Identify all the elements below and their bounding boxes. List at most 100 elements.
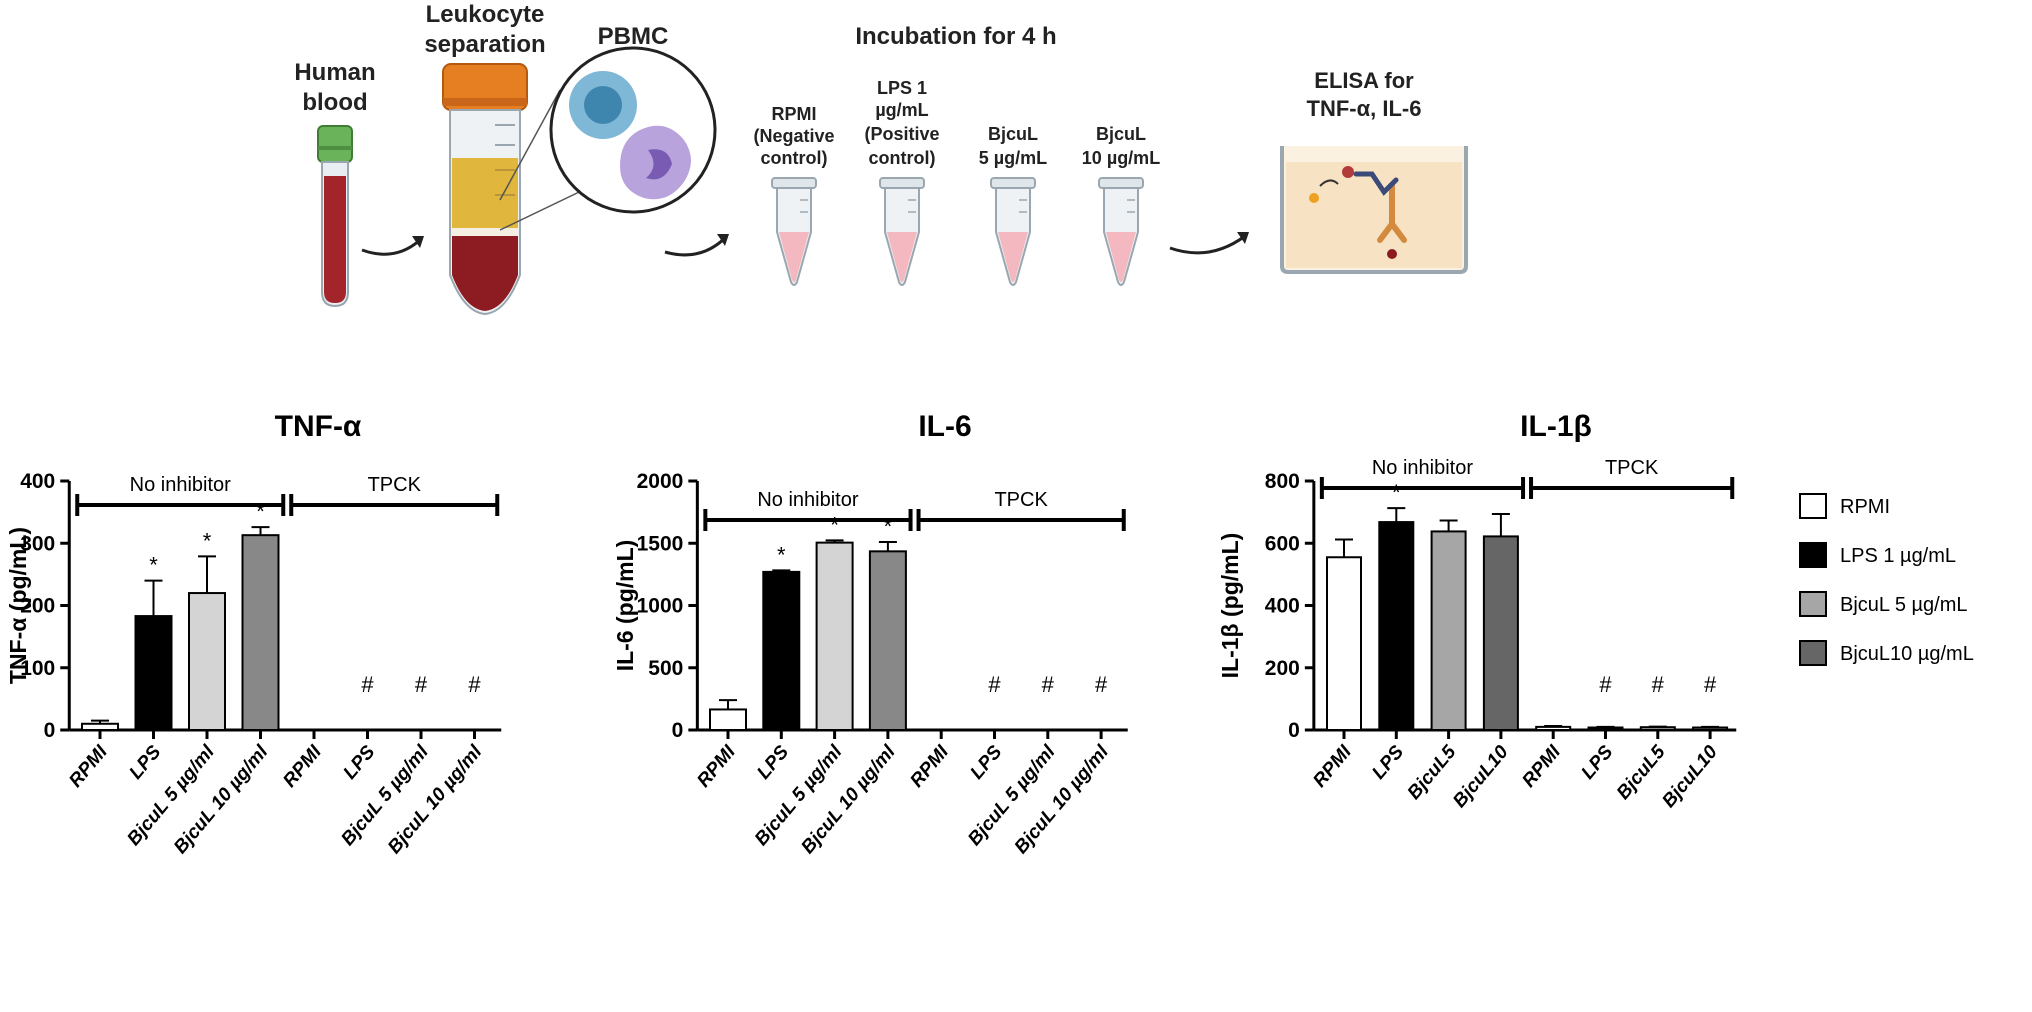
- legend-item: BjcuL10 µg/mL: [1799, 640, 1974, 666]
- leukocyte-label-2: separation: [424, 31, 545, 58]
- x-tick-label: LPS: [753, 741, 793, 783]
- group-label: TPCK: [368, 474, 422, 496]
- significance-asterisk: *: [203, 528, 212, 553]
- legend-label: BjcuL10 µg/mL: [1840, 643, 1974, 665]
- x-tick-label: RPMI: [65, 741, 112, 791]
- incubation-label: Incubation for 4 h: [855, 23, 1056, 50]
- y-tick-label: 600: [1265, 532, 1300, 555]
- tube-bjcul10-label-1: BjcuL: [1096, 124, 1146, 144]
- significance-asterisk: *: [149, 553, 158, 578]
- legend-swatch: [1799, 591, 1827, 617]
- elisa-label-2: TNF-α, IL-6: [1307, 96, 1422, 121]
- y-axis-label: IL-1β (pg/mL): [1217, 533, 1243, 679]
- mini-tube-icon-1: [771, 177, 817, 286]
- significance-hash: #: [415, 672, 428, 697]
- bar: [241, 534, 280, 731]
- tube-lps-label-4: control): [869, 148, 936, 168]
- bar: [868, 550, 907, 732]
- tube-lps-label-3: (Positive: [864, 124, 939, 144]
- x-tick-label: BjcuL10: [1658, 741, 1722, 811]
- significance-asterisk: *: [256, 499, 265, 524]
- y-axis-label: TNF-α (pg/mL): [5, 527, 31, 684]
- legend-item: BjcuL 5 µg/mL: [1799, 591, 1968, 617]
- group-label: TPCK: [994, 489, 1048, 511]
- chart-3: IL-1β IL-1β (pg/mL) 0 200 400 600 800 RPMI * LPS B…: [1217, 410, 1737, 812]
- mini-tube-icon-4: [1098, 177, 1144, 286]
- significance-hash: #: [988, 672, 1001, 697]
- arrowhead-icon-1: [412, 236, 424, 248]
- human-blood-label-1: Human: [294, 59, 375, 86]
- x-tick-label: RPMI: [1309, 741, 1356, 791]
- x-tick-label: RPMI: [279, 741, 326, 791]
- bar: [815, 541, 854, 731]
- significance-hash: #: [361, 672, 374, 697]
- chart-title: IL-6: [918, 410, 971, 443]
- bar: [134, 615, 173, 732]
- bar: [1535, 725, 1572, 732]
- chart-title: TNF-α: [275, 410, 362, 443]
- x-tick-label: LPS: [1577, 741, 1617, 783]
- chart-2: IL-6 IL-6 (pg/mL) 0 500 1000 1500 2000 RPMI * LPS…: [612, 410, 1128, 858]
- blood-tube-icon: [317, 125, 353, 308]
- bar: [1430, 530, 1467, 731]
- x-tick-label: BjcuL 10 µg/ml: [1011, 741, 1114, 858]
- y-tick-label: 200: [1265, 657, 1300, 680]
- y-axis-label: IL-6 (pg/mL): [612, 540, 638, 672]
- group-bracket: [703, 509, 913, 531]
- elisa-label-1: ELISA for: [1314, 68, 1414, 93]
- legend-swatch: [1799, 542, 1827, 568]
- legend-swatch: [1799, 640, 1827, 666]
- significance-asterisk: *: [884, 514, 893, 539]
- workflow-schematic: Human blood Leukocyte separation P: [294, 1, 1468, 316]
- legend-label: LPS 1 µg/mL: [1840, 545, 1956, 567]
- x-tick-label: BjcuL 10 µg/ml: [170, 741, 273, 858]
- tube-rpmi-label-2: (Negative: [753, 126, 834, 146]
- tube-bjcul5-label-1: BjcuL: [988, 124, 1038, 144]
- charts: TNF-α TNF-α (pg/mL) 0 100 200 300 400 RPMI * LPS *…: [5, 410, 1737, 858]
- y-tick-label: 0: [1288, 719, 1300, 742]
- mini-tubes: [771, 177, 1144, 286]
- legend: RPMI LPS 1 µg/mL BjcuL 5 µg/mL BjcuL10 µg/m…: [1799, 493, 1974, 666]
- significance-hash: #: [1042, 672, 1055, 697]
- bar: [762, 570, 801, 732]
- leukocyte-label-1: Leukocyte: [426, 1, 545, 28]
- arrowhead-icon-3: [1237, 232, 1249, 244]
- group-bracket: [1529, 477, 1735, 499]
- tube-lps-label-1: LPS 1: [877, 78, 927, 98]
- y-tick-label: 100: [20, 657, 55, 680]
- x-tick-label: LPS: [339, 741, 379, 783]
- bar: [1482, 535, 1519, 732]
- y-tick-label: 500: [648, 657, 683, 680]
- arrow-icon-2: [664, 236, 727, 257]
- legend-swatch: [1799, 493, 1827, 519]
- x-tick-label: RPMI: [906, 741, 953, 791]
- elisa-well-icon: [1280, 146, 1468, 274]
- y-tick-label: 400: [20, 470, 55, 493]
- chart-title: IL-1β: [1520, 410, 1592, 443]
- x-tick-label: BjcuL 10 µg/ml: [384, 741, 487, 858]
- x-tick-label: LPS: [1368, 741, 1408, 783]
- significance-asterisk: *: [777, 542, 786, 567]
- group-label: No inhibitor: [130, 474, 232, 496]
- zoom-line-upper: [499, 89, 561, 201]
- mini-tube-icon-2: [879, 177, 925, 286]
- chart-1: TNF-α TNF-α (pg/mL) 0 100 200 300 400 RPMI * LPS *…: [5, 410, 502, 858]
- bar: [1378, 521, 1415, 732]
- significance-hash: #: [1599, 672, 1612, 697]
- legend-item: RPMI: [1799, 493, 1890, 519]
- mini-tube-icon-3: [990, 177, 1036, 286]
- group-label: TPCK: [1605, 457, 1659, 479]
- pbmc-circle-icon: [549, 46, 717, 214]
- legend-item: LPS 1 µg/mL: [1799, 542, 1956, 568]
- bar: [188, 592, 226, 731]
- significance-hash: #: [1095, 672, 1108, 697]
- arrowhead-icon-2: [717, 234, 729, 246]
- legend-label: RPMI: [1840, 496, 1890, 518]
- arrow-icon-3: [1169, 234, 1246, 255]
- y-tick-label: 200: [20, 595, 55, 618]
- tube-rpmi-label-1: RPMI: [772, 104, 817, 124]
- significance-hash: #: [468, 672, 481, 697]
- significance-asterisk: *: [1392, 480, 1401, 505]
- group-bracket: [916, 509, 1126, 531]
